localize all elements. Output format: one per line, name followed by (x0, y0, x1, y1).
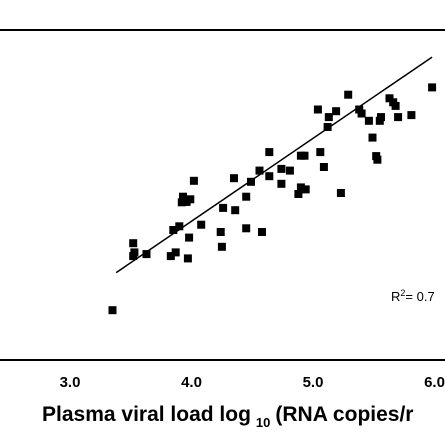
data-point (166, 252, 175, 261)
data-point (323, 123, 332, 131)
data-point (108, 306, 117, 315)
data-point (177, 198, 186, 207)
data-point (129, 252, 138, 261)
x-tick-label: 3.0 (60, 374, 81, 391)
data-points (108, 83, 437, 315)
data-point (394, 113, 403, 122)
data-point (255, 166, 264, 175)
data-point (332, 107, 341, 116)
data-point (265, 172, 274, 181)
data-point (368, 133, 377, 142)
data-point (336, 189, 345, 197)
data-point (171, 248, 180, 257)
data-point (316, 148, 325, 157)
data-point (277, 164, 286, 173)
r-squared-annotation: R2= 0.7 (391, 288, 435, 304)
data-point (324, 113, 333, 122)
data-point (265, 148, 274, 157)
data-point (169, 226, 178, 234)
x-tick-label: 6.0 (424, 374, 445, 391)
data-point (428, 83, 437, 92)
trend-line (115, 56, 433, 274)
data-point (407, 111, 416, 120)
data-point (373, 155, 382, 164)
data-point (217, 242, 226, 251)
data-point (216, 228, 225, 236)
data-point (294, 190, 303, 198)
data-point (242, 192, 251, 201)
x-tick-label: 4.0 (181, 374, 202, 391)
data-point (231, 206, 240, 215)
data-point (391, 101, 400, 110)
data-point (185, 233, 194, 242)
data-point (247, 177, 255, 186)
data-point (357, 109, 366, 118)
data-point (301, 185, 310, 194)
data-point (219, 203, 228, 212)
x-axis-label: Plasma viral load log 10 (RNA copies/r (42, 403, 413, 430)
data-point (142, 250, 151, 259)
data-point (230, 174, 238, 183)
data-point (258, 228, 266, 236)
data-point (186, 195, 195, 204)
data-point (285, 166, 294, 175)
data-point (313, 105, 322, 114)
data-point (179, 192, 187, 201)
data-point (242, 224, 251, 233)
data-point (129, 239, 138, 248)
data-point (377, 113, 385, 122)
data-point (183, 254, 192, 263)
x-ticks: 3.0 4.0 5.0 6.0 (60, 374, 445, 391)
data-point (344, 90, 353, 99)
data-point (175, 222, 184, 231)
data-point (364, 116, 373, 125)
axes (0, 29, 445, 361)
data-point (197, 220, 206, 229)
data-point (189, 176, 198, 185)
data-point (296, 183, 305, 192)
x-tick-label: 5.0 (303, 374, 324, 391)
data-point (319, 163, 328, 171)
data-point (277, 179, 286, 188)
data-point (300, 151, 309, 160)
